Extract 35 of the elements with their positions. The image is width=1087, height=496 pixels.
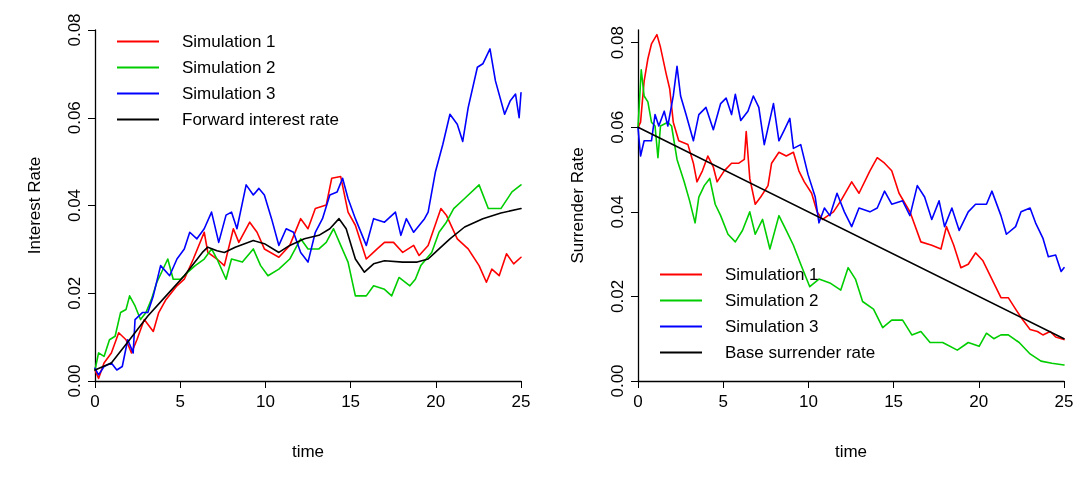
x-axis-title: time (291, 442, 325, 461)
x-axis-title: time (834, 442, 868, 461)
x-tick-label: 20 (426, 392, 446, 411)
legend-label: Simulation 1 (182, 32, 276, 51)
x-tick-label: 0 (90, 392, 100, 411)
legend-label: Simulation 1 (725, 265, 819, 284)
x-tick-label: 5 (718, 392, 728, 411)
line-series (94, 48, 522, 376)
y-axis-title: Interest Rate (25, 156, 44, 255)
legend-label: Simulation 2 (182, 58, 276, 77)
y-tick-label: 0.02 (65, 276, 84, 310)
x-tick-label: 10 (798, 392, 818, 411)
y-tick-label: 0.08 (608, 26, 627, 60)
y-tick-label: 0.08 (65, 13, 84, 47)
y-tick-label: 0.06 (608, 110, 627, 144)
x-tick-label: 5 (175, 392, 185, 411)
x-tick-label: 20 (969, 392, 989, 411)
x-tick-label: 10 (255, 392, 275, 411)
x-tick-label: 25 (511, 392, 531, 411)
y-tick-label: 0.06 (65, 101, 84, 135)
legend-label: Forward interest rate (182, 110, 339, 129)
y-tick-label: 0.04 (608, 195, 627, 229)
x-tick-label: 0 (633, 392, 643, 411)
legend-label: Simulation 2 (725, 291, 819, 310)
legend-label: Simulation 3 (182, 84, 276, 103)
y-axis-title: Surrender Rate (568, 147, 587, 264)
legend-label: Base surrender rate (725, 343, 876, 362)
x-tick-label: 15 (884, 392, 904, 411)
x-tick-label: 25 (1054, 392, 1074, 411)
x-tick-label: 15 (341, 392, 361, 411)
y-tick-label: 0.00 (65, 364, 84, 398)
y-tick-label: 0.02 (608, 279, 627, 313)
legend-label: Simulation 3 (725, 317, 819, 336)
y-tick-label: 0.04 (65, 188, 84, 223)
y-tick-label: 0.00 (608, 364, 627, 398)
